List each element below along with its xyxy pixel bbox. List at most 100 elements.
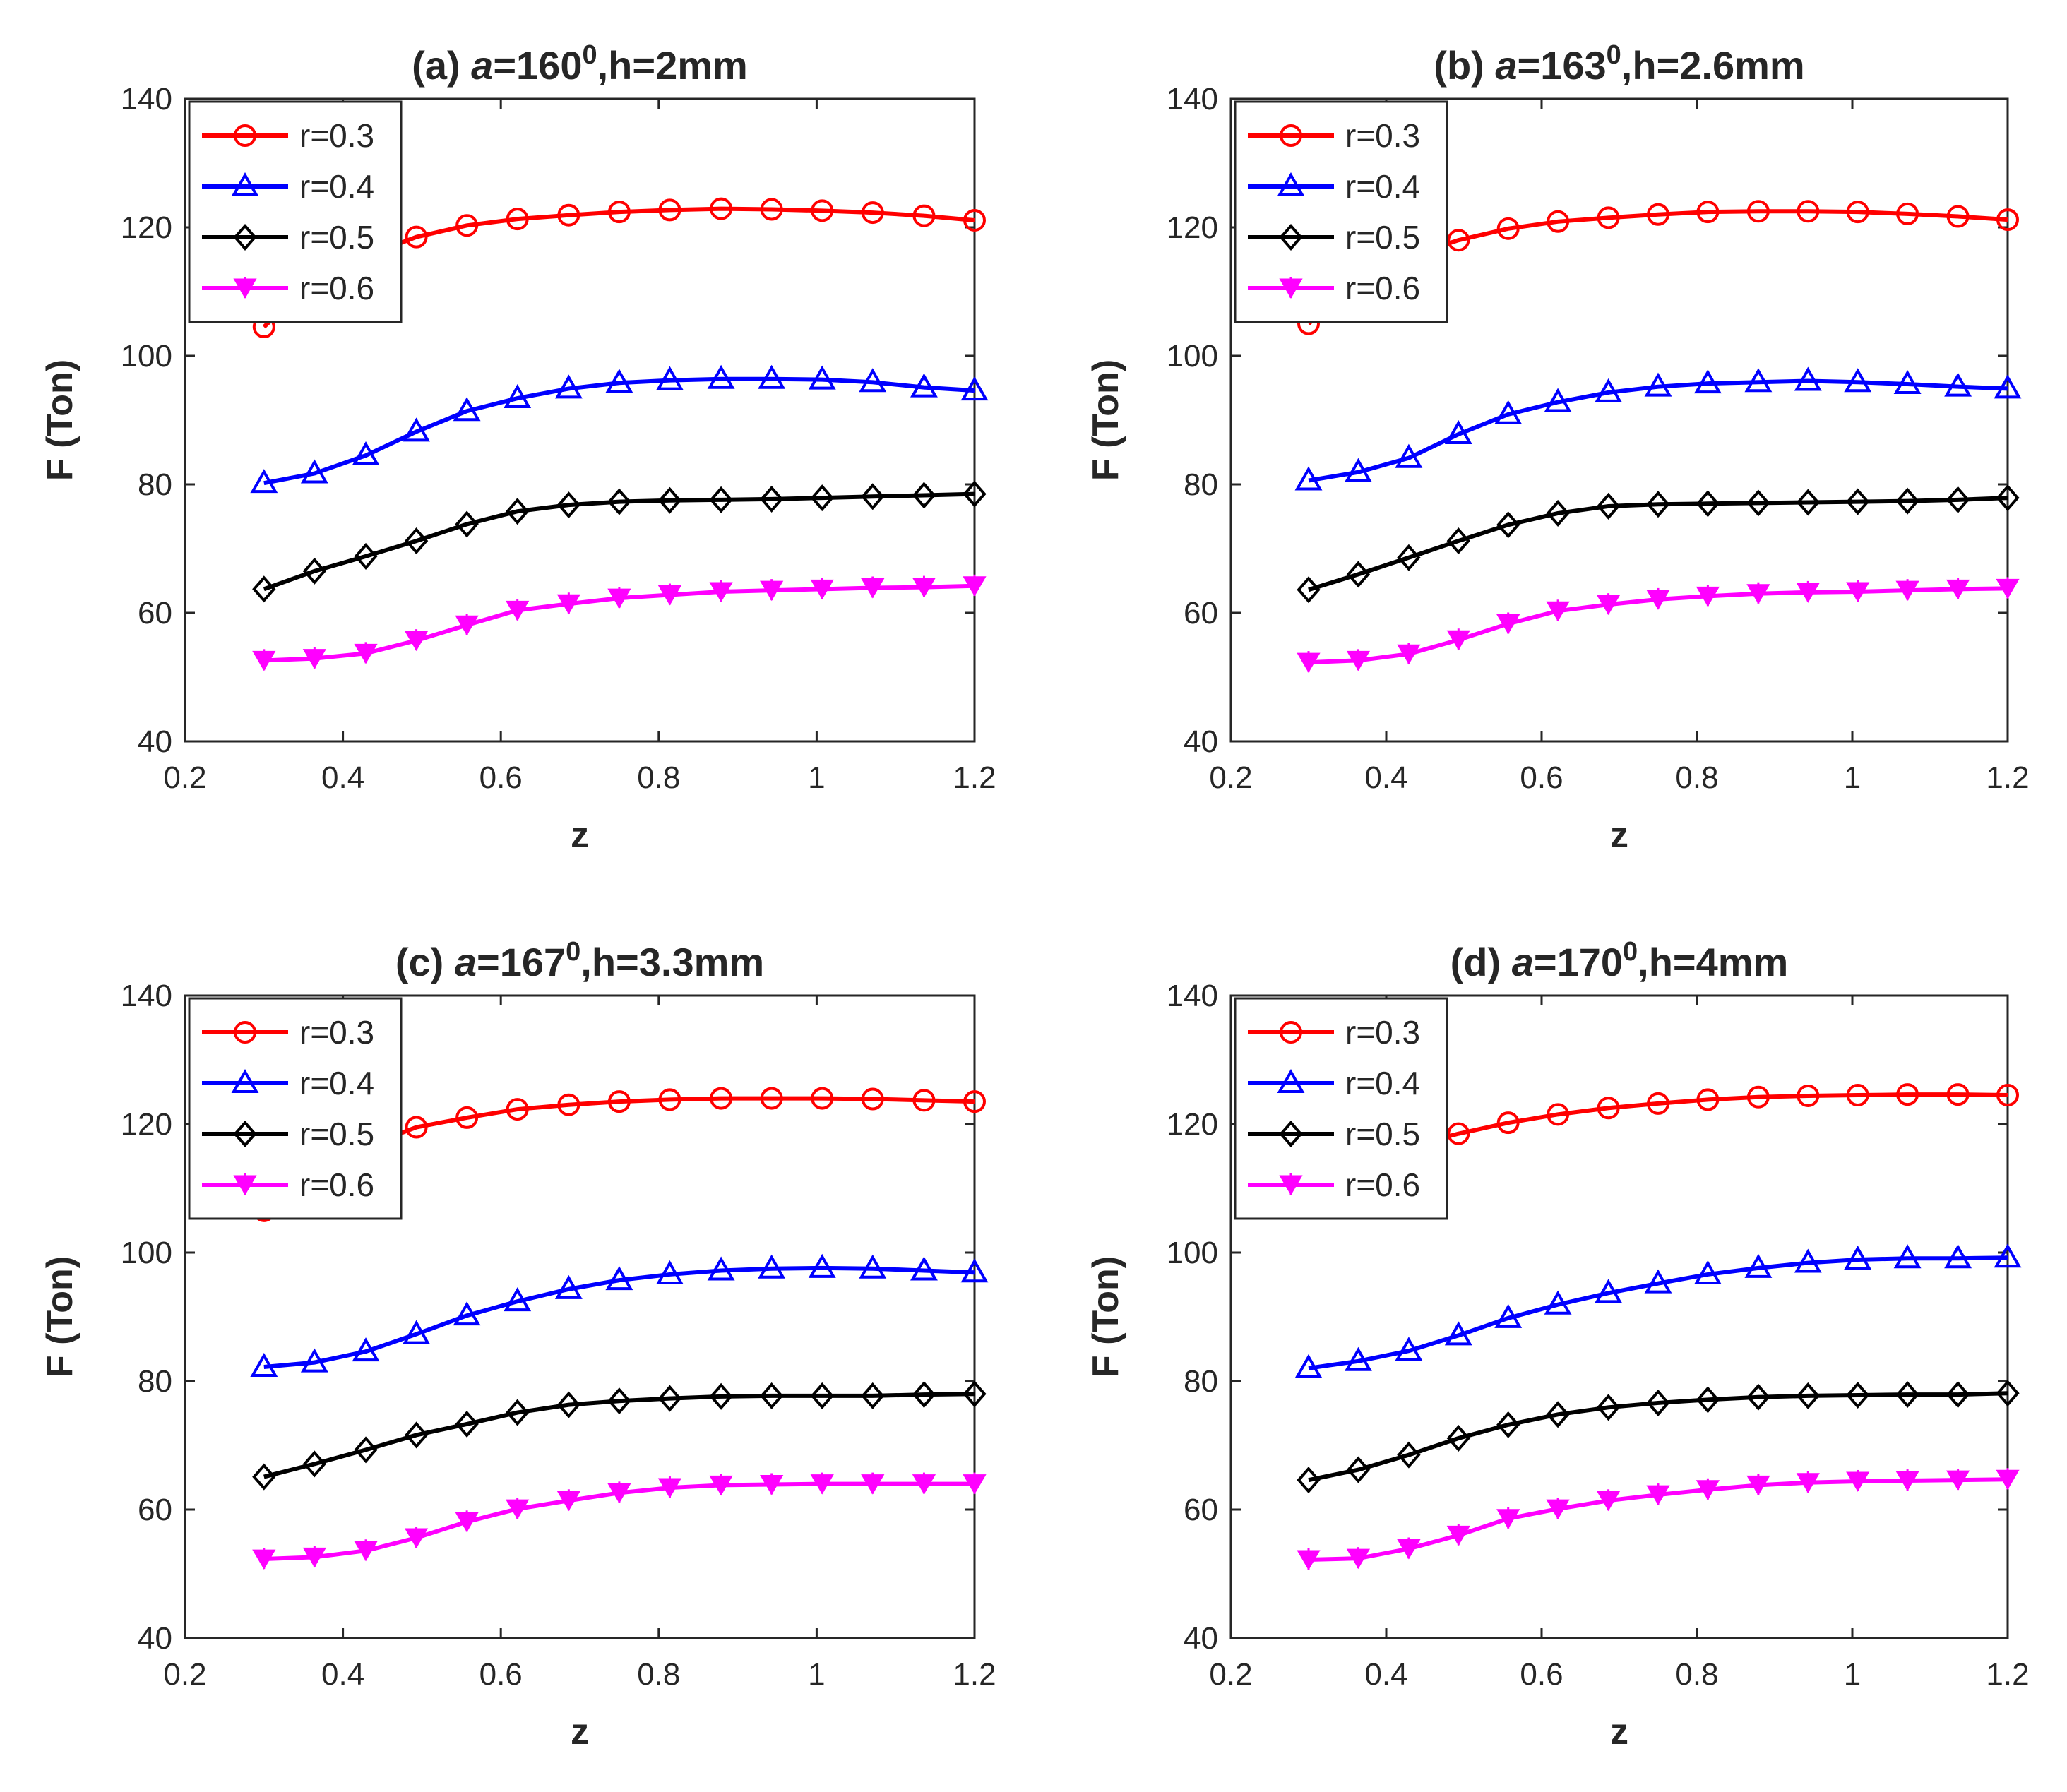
panel-a-xtick-label: 0.8: [637, 760, 680, 795]
panel-b-ytick-label: 40: [1184, 724, 1218, 759]
panel-a-title-value: =160: [493, 43, 582, 88]
panel-c-data-point: [504, 1287, 532, 1312]
panel-c-data-point: [657, 1385, 682, 1412]
panel-a-data-point: [963, 480, 987, 508]
panel-a-legend-marker: [233, 223, 257, 251]
panel-b-data-point: [1395, 443, 1423, 468]
panel-c-title-symbol: a: [455, 940, 477, 984]
panel-a-series-r=0.6: [252, 574, 987, 671]
panel-b-data-point: [1595, 378, 1623, 402]
panel-d-series-r=0.5: [1297, 1380, 2020, 1494]
panel-b-data-point: [1297, 576, 1321, 604]
panel-b-legend-marker: [1279, 223, 1303, 251]
panel-c-data-point: [710, 1087, 733, 1110]
panel-a-title: (a) a=1600,h=2mm: [412, 40, 748, 88]
panel-b-data-point: [1547, 210, 1570, 233]
panel-c-data-point: [455, 1410, 479, 1438]
panel-d-xtick-label: 0.8: [1675, 1657, 1718, 1692]
panel-a-series-line: [263, 376, 975, 486]
panel-b-data-point: [1647, 203, 1669, 226]
panel-a-xtick-label: 1.2: [953, 760, 996, 795]
panel-a-data-point: [758, 364, 786, 389]
panel-a-title-prefix: (a): [412, 43, 471, 88]
panel-b-ytick-label: 100: [1167, 339, 1218, 374]
panel-b-data-point: [1597, 206, 1620, 229]
panel-c-data-point: [861, 1087, 884, 1111]
panel-d-data-point: [1844, 1245, 1872, 1270]
panel-c-data-point: [455, 1106, 479, 1129]
panel-d-data-point: [1696, 1386, 1720, 1414]
panel-c-data-point: [960, 1258, 989, 1283]
panel-b-data-point: [1446, 527, 1470, 555]
panel-a-data-point: [455, 214, 479, 237]
panel-d-title-superscript: 0: [1623, 937, 1638, 967]
panel-c-data-point: [404, 1421, 429, 1449]
panel-c-data-point: [859, 1254, 887, 1279]
panel-a-data-point: [354, 542, 378, 570]
panel-a-xtick-label: 0.6: [479, 760, 523, 795]
panel-d-title-suffix: ,h=4mm: [1638, 940, 1788, 984]
panel-c-legend: r=0.3 r=0.4 r=0.5 r=0.6: [188, 997, 403, 1220]
panel-d-data-point: [1744, 1253, 1773, 1278]
panel-a-xtick-label: 0.4: [321, 760, 364, 795]
panel-d-data-point: [1846, 1381, 1870, 1409]
panel-b-legend-label: r=0.5: [1345, 219, 1420, 256]
panel-c-data-point: [963, 1380, 987, 1408]
panel-d-xtick-label: 1: [1844, 1657, 1861, 1692]
panel-c-data-point: [910, 1256, 938, 1281]
panel-a-data-point: [760, 198, 783, 221]
panel-b-data-point: [1693, 369, 1722, 394]
panel-b-data-point: [1696, 201, 1720, 224]
panel-b-data-point: [1796, 489, 1820, 516]
panel-c-xtick-label: 0.2: [163, 1657, 206, 1692]
panel-b-data-point: [1644, 372, 1672, 397]
panel-b-ytick-label: 60: [1184, 596, 1218, 631]
panel-b-xtick-label: 0.2: [1209, 760, 1252, 795]
panel-d-data-point: [1294, 1354, 1323, 1378]
panel-d-data-point: [1696, 1088, 1720, 1111]
panel-a-data-point: [556, 491, 581, 519]
panel-d-data-point: [1996, 1380, 2020, 1407]
panel-d-data-point: [1496, 1411, 1520, 1438]
panel-a-legend-label: r=0.6: [299, 270, 374, 306]
panel-a-data-point: [658, 198, 681, 222]
panel-b-series-r=0.4: [1294, 366, 2022, 491]
panel-b-title-symbol: a: [1495, 43, 1517, 88]
panel-d-xtick-label: 0.4: [1364, 1657, 1407, 1692]
panel-b-data-point: [1596, 492, 1621, 520]
panel-a-legend: r=0.3 r=0.4 r=0.5 r=0.6: [188, 100, 403, 323]
panel-d-data-point: [1297, 1467, 1321, 1494]
panel-c-ylabel: F (Ton): [40, 1256, 81, 1378]
panel-a-data-point: [453, 397, 481, 422]
panel-a-data-point: [760, 485, 784, 513]
panel-d-data-point: [1346, 1456, 1371, 1483]
panel-a-data-point: [859, 368, 887, 393]
panel-d-data-point: [1946, 1381, 1970, 1409]
panel-a-ylabel: F (Ton): [40, 359, 81, 481]
panel-d-legend-box: [1234, 997, 1448, 1220]
panel-c-ytick-label: 80: [138, 1364, 172, 1399]
panel-b-data-point: [1496, 511, 1520, 539]
panel-d: (d) a=1700,h=4mm 0.2 0.4 0.6 0.8 1 1.2 40 60 80 10…: [1085, 937, 2030, 1752]
panel-c-data-point: [758, 1254, 786, 1279]
panel-c-data-point: [656, 1260, 684, 1284]
panel-c-data-point: [506, 1098, 529, 1121]
panel-a-data-point: [912, 482, 936, 509]
panel-a-data-point: [404, 527, 429, 555]
panel-b-data-point: [1895, 487, 1919, 515]
panel-b-data-point: [1794, 366, 1822, 391]
panel-d-data-point: [1996, 1084, 2019, 1107]
panel-a-data-point: [861, 483, 885, 510]
panel-a-data-point: [506, 208, 529, 231]
panel-d-title-symbol: a: [1512, 940, 1534, 984]
panel-a-data-point: [250, 469, 278, 494]
panel-d-data-point: [1344, 1346, 1372, 1371]
panel-c-series-r=0.4: [250, 1253, 989, 1377]
panel-d-legend-marker: [1277, 1068, 1305, 1093]
panel-a-data-point: [656, 366, 684, 390]
panel-c-ytick-label: 120: [121, 1107, 172, 1142]
panel-c-xtick-label: 0.4: [321, 1657, 364, 1692]
panel-d-data-point: [1397, 1441, 1421, 1469]
panel-c-data-point: [811, 1087, 834, 1110]
panel-c-data-point: [658, 1088, 681, 1111]
